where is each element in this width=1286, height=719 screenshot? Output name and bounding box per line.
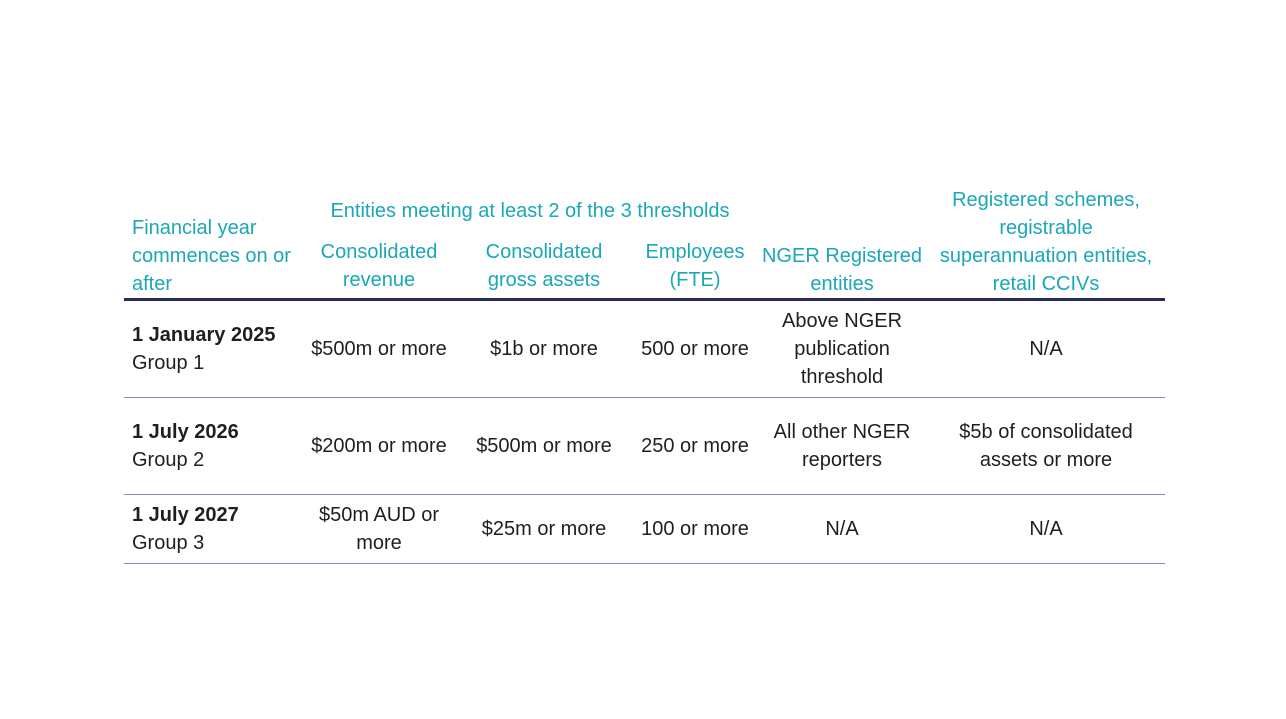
header-consolidated-gross-assets: Consolidated gross assets: [455, 230, 633, 301]
row-group: Group 3: [132, 532, 205, 554]
reporting-groups-table: Financial year commences on or after Ent…: [124, 186, 1166, 564]
row-revenue: $200m or more: [303, 397, 455, 495]
row-date: 1 July 2026: [132, 421, 239, 443]
row-assets: $500m or more: [455, 397, 633, 495]
row-employees: 100 or more: [633, 494, 758, 564]
row-schemes: $5b of consolidated assets or more: [927, 397, 1166, 495]
table-row: 1 July 2026 Group 2 $200m or more $500m …: [124, 397, 1166, 495]
table-header: Financial year commences on or after Ent…: [124, 186, 1166, 301]
table-row: 1 January 2025 Group 1 $500m or more $1b…: [124, 299, 1166, 398]
row-financial-year-cell: 1 July 2027 Group 3: [124, 494, 303, 564]
row-financial-year-cell: 1 January 2025 Group 1: [124, 299, 303, 398]
row-group: Group 2: [132, 449, 205, 471]
header-thresholds-group: Entities meeting at least 2 of the 3 thr…: [330, 199, 730, 222]
row-employees: 250 or more: [633, 397, 758, 495]
row-assets: $25m or more: [455, 494, 633, 564]
header-registered-schemes: Registered schemes, registrable superann…: [927, 186, 1166, 301]
table-row: 1 July 2027 Group 3 $50m AUD or more $25…: [124, 494, 1166, 564]
row-revenue: $50m AUD or more: [303, 494, 455, 564]
table-body: 1 January 2025 Group 1 $500m or more $1b…: [124, 299, 1166, 564]
row-employees: 500 or more: [633, 299, 758, 398]
row-group: Group 1: [132, 352, 205, 374]
reporting-groups-table-wrapper: Financial year commences on or after Ent…: [124, 186, 1166, 564]
row-schemes: N/A: [927, 494, 1166, 564]
header-employees: Employees (FTE): [633, 230, 758, 301]
row-nger: All other NGER reporters: [757, 397, 928, 495]
header-consolidated-revenue: Consolidated revenue: [303, 230, 455, 301]
row-nger: N/A: [757, 494, 928, 564]
header-nger: NGER Registered entities: [757, 186, 928, 301]
row-date: 1 July 2027: [132, 504, 239, 526]
row-nger: Above NGER publication threshold: [757, 299, 928, 398]
row-financial-year-cell: 1 July 2026 Group 2: [124, 397, 303, 495]
row-date: 1 January 2025: [132, 324, 276, 346]
row-revenue: $500m or more: [303, 299, 455, 398]
header-financial-year: Financial year commences on or after: [124, 186, 303, 301]
row-assets: $1b or more: [455, 299, 633, 398]
row-schemes: N/A: [927, 299, 1166, 398]
